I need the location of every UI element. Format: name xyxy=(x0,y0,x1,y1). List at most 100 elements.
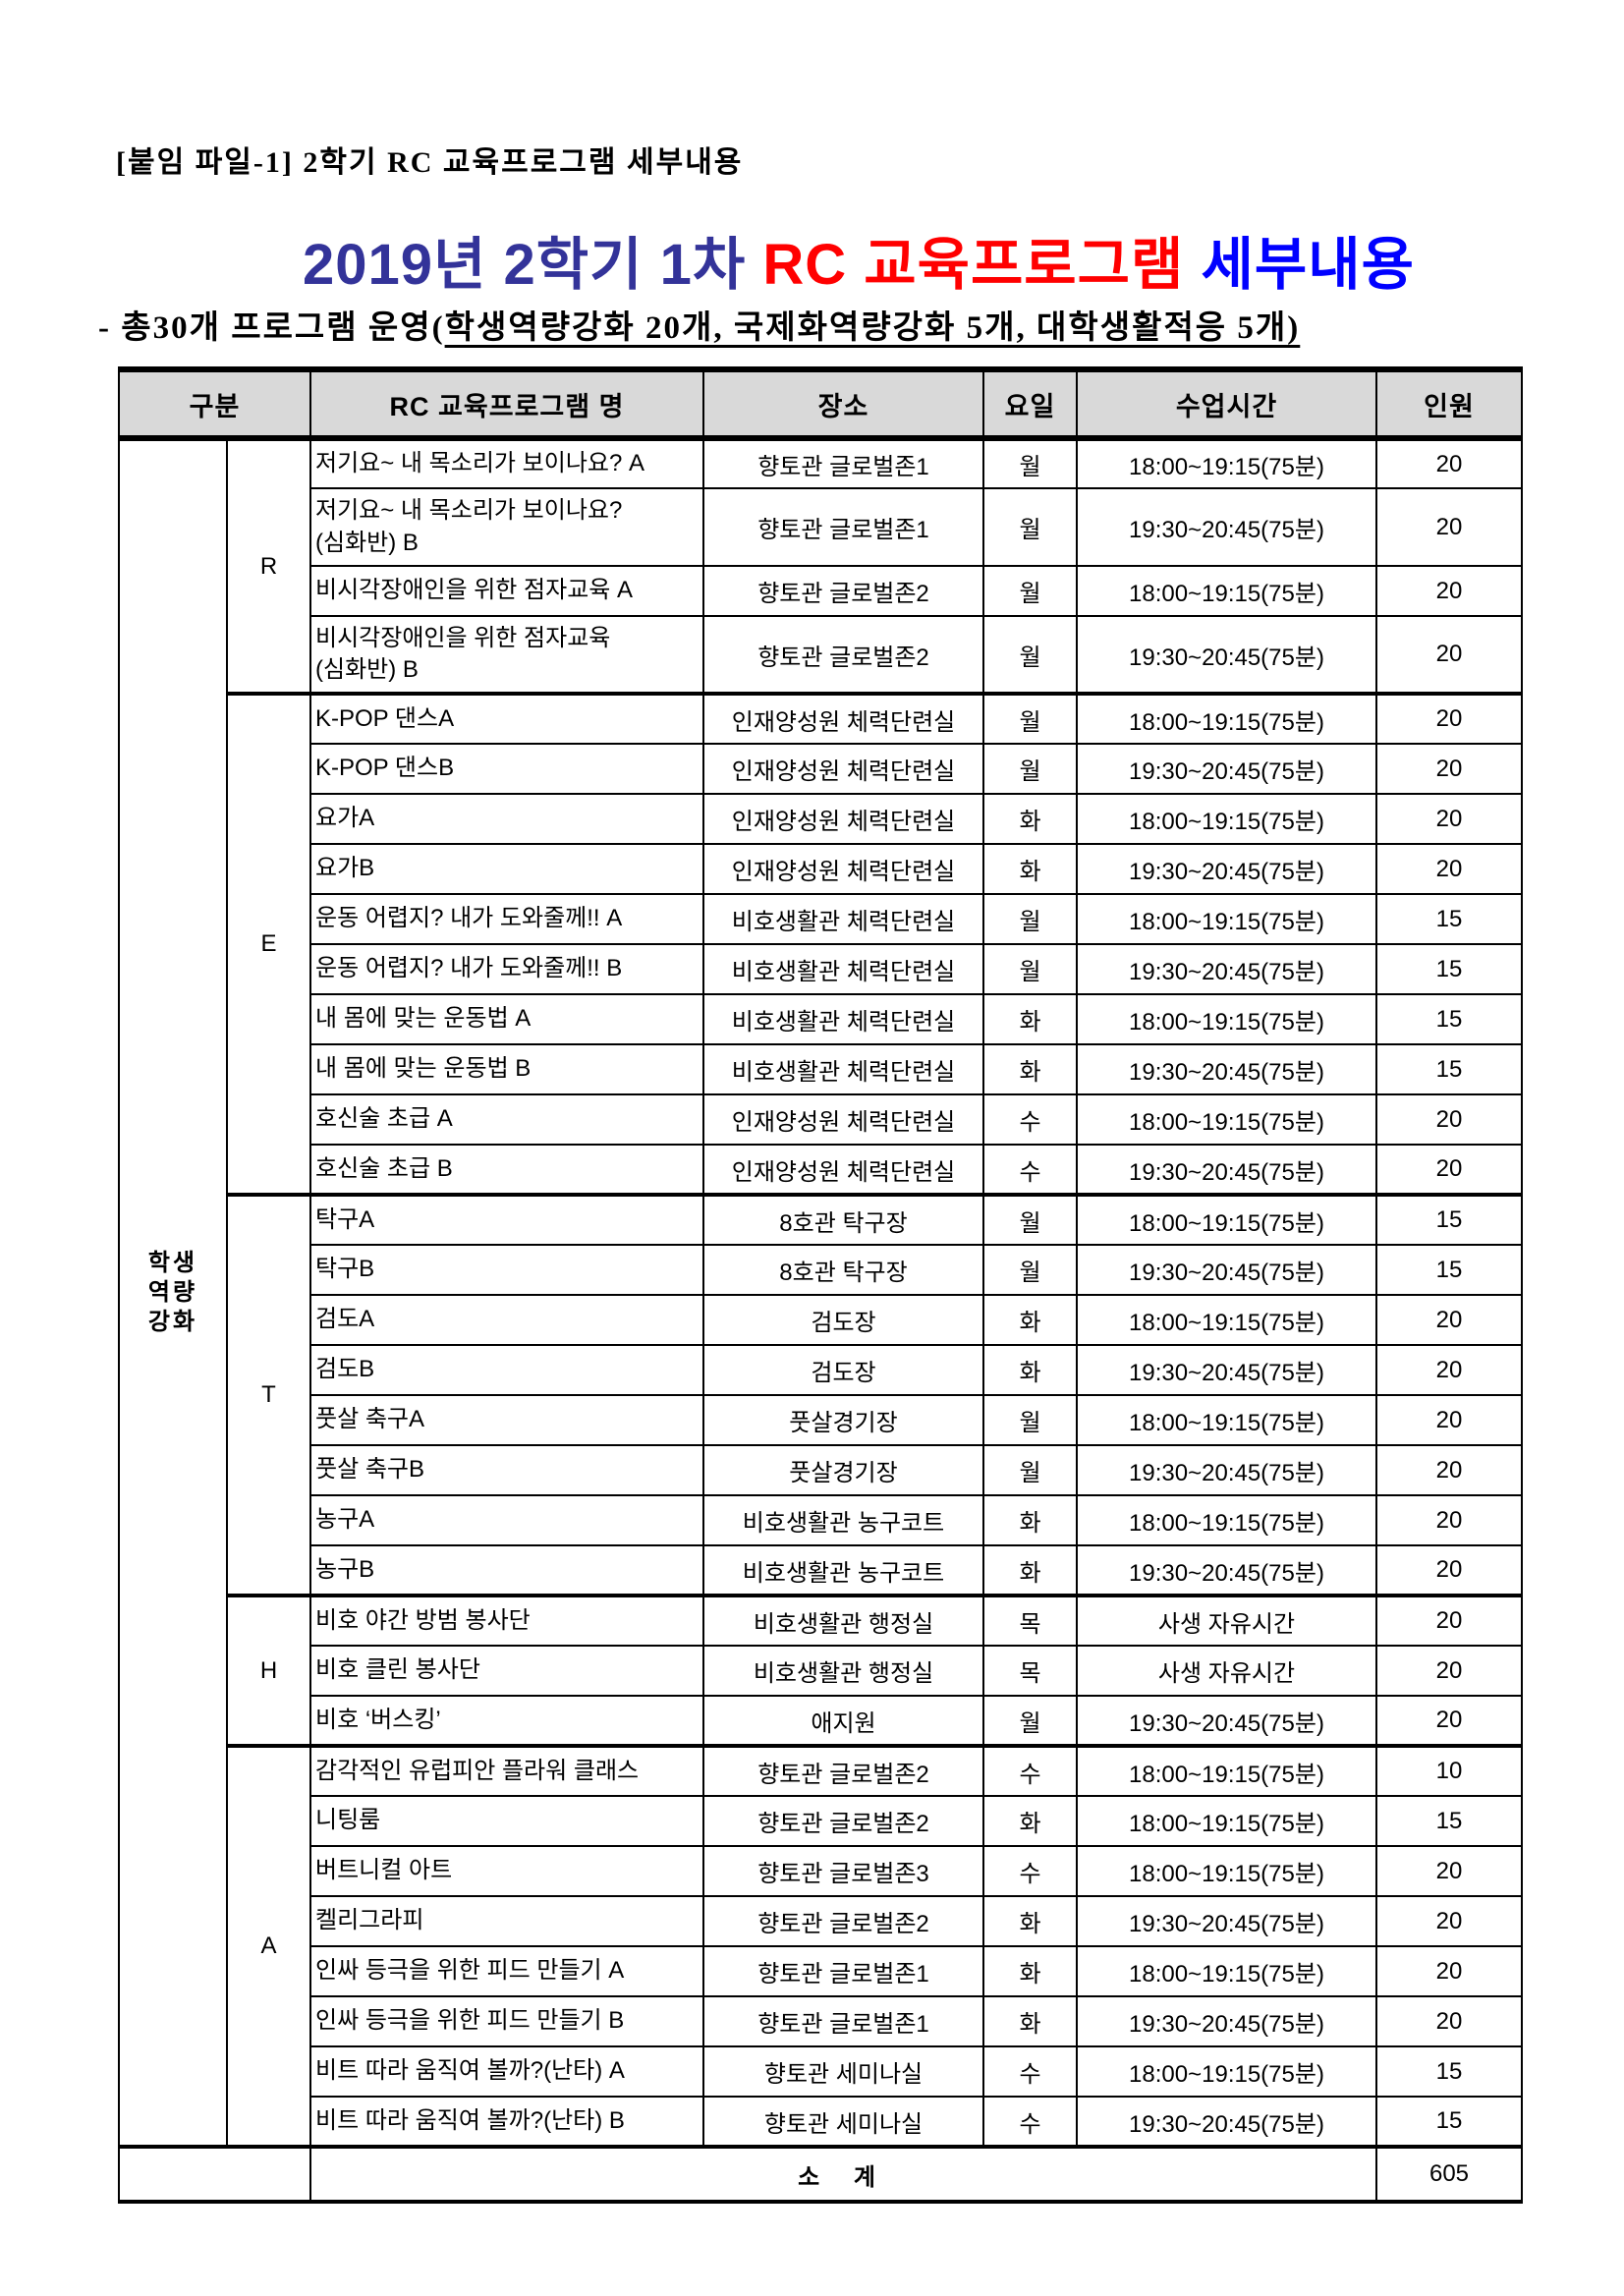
subtitle-underlined: 학생역량강화 20개, 국제화역량강화 5개, 대학생활적응 5개) xyxy=(444,310,1301,346)
cell-capacity: 15 xyxy=(1375,1193,1523,1246)
cell-place: 비호생활관 농구코트 xyxy=(702,1544,984,1596)
cell-day: 목 xyxy=(982,1594,1078,1647)
cell-capacity: 20 xyxy=(1375,437,1523,489)
cell-day: 월 xyxy=(982,893,1078,945)
program-row: H 비호 야간 방범 봉사단 비호생활관 행정실 목 사생 자유시간 20 xyxy=(119,1594,1523,1747)
cell-name: 니팅룸 xyxy=(309,1795,704,1847)
cell-capacity: 20 xyxy=(1375,1394,1523,1446)
cell-place: 인재양성원 체력단련실 xyxy=(702,1144,984,1196)
cell-place: 향토관 글로벌존2 xyxy=(702,615,984,695)
program-row: A 감각적인 유럽피안 플라워 클래스 향토관 글로벌존2 수 18:00~19:15(… xyxy=(119,1744,1523,2148)
cell-place: 향토관 글로벌존2 xyxy=(702,1744,984,1797)
cell-time: 19:30~20:45(75분) xyxy=(1076,1043,1377,1095)
cell-capacity: 15 xyxy=(1375,1244,1523,1296)
subtotal-row: 소 계 605 xyxy=(118,2145,1523,2204)
cell-day: 월 xyxy=(982,565,1078,617)
program-row: 인싸 등극을 위한 피드 만들기 B 향토관 글로벌존1 화 19:30~20:45(… xyxy=(119,1995,1523,2047)
cell-place: 향토관 글로벌존1 xyxy=(702,1945,984,1997)
cell-name: 농구B xyxy=(309,1544,704,1596)
cell-time: 18:00~19:15(75분) xyxy=(1076,2045,1377,2098)
cell-name: 감각적인 유럽피안 플라워 클래스 xyxy=(309,1744,704,1797)
program-row: 비시각장애인을 위한 점자교육 (심화반) B 향토관 글로벌존2 월 19:30~2… xyxy=(119,615,1523,695)
cell-time: 18:00~19:15(75분) xyxy=(1076,993,1377,1045)
subtitle: - 총30개 프로그램 운영(학생역량강화 20개, 국제화역량강화 5개, 대… xyxy=(98,301,1300,348)
cell-capacity: 15 xyxy=(1375,1043,1523,1095)
header-cell-category: 구분 xyxy=(118,366,311,441)
cell-place: 검도장 xyxy=(702,1344,984,1396)
section-letter-A: A xyxy=(226,1744,311,2148)
cell-capacity: 20 xyxy=(1375,1544,1523,1596)
cell-capacity: 20 xyxy=(1375,692,1523,745)
cell-place: 비호생활관 농구코트 xyxy=(702,1494,984,1546)
cell-name: 비호 클린 봉사단 xyxy=(309,1645,704,1697)
cell-place: 향토관 세미나실 xyxy=(702,2045,984,2098)
cell-time: 18:00~19:15(75분) xyxy=(1076,565,1377,617)
program-row: T 탁구A 8호관 탁구장 월 18:00~19:15(75분) 15 xyxy=(119,1193,1523,1596)
program-row: 농구B 비호생활관 농구코트 화 19:30~20:45(75분) 20 xyxy=(119,1544,1523,1596)
cell-name: 인싸 등극을 위한 피드 만들기 B xyxy=(309,1995,704,2047)
section-letter-R: R xyxy=(226,437,311,695)
section-letter-T: T xyxy=(226,1193,311,1596)
program-row: 호신술 초급 B 인재양성원 체력단련실 수 19:30~20:45(75분) 20 xyxy=(119,1144,1523,1196)
cell-time: 19:30~20:45(75분) xyxy=(1076,615,1377,695)
program-row: 저기요~ 내 목소리가 보이나요? (심화반) B 향토관 글로벌존1 월 19:30… xyxy=(119,487,1523,567)
subtotal-label: 소 계 xyxy=(309,2145,1377,2204)
cell-place: 비호생활관 행정실 xyxy=(702,1594,984,1647)
cell-name: 호신술 초급 A xyxy=(309,1093,704,1146)
cell-place: 향토관 글로벌존1 xyxy=(702,487,984,567)
cell-name: 요가A xyxy=(309,793,704,845)
program-row: 인싸 등극을 위한 피드 만들기 A 향토관 글로벌존1 화 18:00~19:15(… xyxy=(119,1945,1523,1997)
subtotal-value: 605 xyxy=(1375,2145,1523,2204)
cell-time: 19:30~20:45(75분) xyxy=(1076,1544,1377,1596)
program-row: E K-POP 댄스A 인재양성원 체력단련실 월 18:00~19:15(75분) 20 xyxy=(119,692,1523,1196)
program-row: 운동 어렵지? 내가 도와줄께!! B 비호생활관 체력단련실 월 19:30~20:… xyxy=(119,943,1523,995)
cell-name: 운동 어렵지? 내가 도와줄께!! B xyxy=(309,943,704,995)
cell-time: 18:00~19:15(75분) xyxy=(1076,1945,1377,1997)
program-row: 비트 따라 움직여 볼까?(난타) B 향토관 세미나실 수 19:30~20:45(… xyxy=(119,2096,1523,2148)
cell-time: 사생 자유시간 xyxy=(1076,1594,1377,1647)
cell-day: 화 xyxy=(982,1945,1078,1997)
cell-capacity: 20 xyxy=(1375,1645,1523,1697)
header-cell-day: 요일 xyxy=(982,366,1078,441)
cell-name: 검도A xyxy=(309,1294,704,1346)
cell-day: 수 xyxy=(982,1744,1078,1797)
cell-day: 화 xyxy=(982,1043,1078,1095)
cell-name: 풋살 축구B xyxy=(309,1444,704,1496)
cell-place: 향토관 글로벌존1 xyxy=(702,1995,984,2047)
program-row: 비시각장애인을 위한 점자교육 A 향토관 글로벌존2 월 18:00~19:15(7… xyxy=(119,565,1523,617)
cell-place: 비호생활관 체력단련실 xyxy=(702,943,984,995)
cell-capacity: 20 xyxy=(1375,1845,1523,1897)
cell-day: 화 xyxy=(982,843,1078,895)
cell-day: 월 xyxy=(982,487,1078,567)
cell-place: 인재양성원 체력단련실 xyxy=(702,843,984,895)
cell-name: 버트니컬 아트 xyxy=(309,1845,704,1897)
cell-time: 18:00~19:15(75분) xyxy=(1076,1093,1377,1146)
cell-day: 월 xyxy=(982,1695,1078,1747)
cell-day: 월 xyxy=(982,1193,1078,1246)
program-row: 켈리그라피 향토관 글로벌존2 화 19:30~20:45(75분) 20 xyxy=(119,1895,1523,1947)
cell-day: 화 xyxy=(982,1895,1078,1947)
cell-name: 인싸 등극을 위한 피드 만들기 A xyxy=(309,1945,704,1997)
program-row: 비트 따라 움직여 볼까?(난타) A 향토관 세미나실 수 18:00~19:15(… xyxy=(119,2045,1523,2098)
cell-capacity: 20 xyxy=(1375,1294,1523,1346)
cell-name: 검도B xyxy=(309,1344,704,1396)
program-row: 니팅룸 향토관 글로벌존2 화 18:00~19:15(75분) 15 xyxy=(119,1795,1523,1847)
cell-capacity: 15 xyxy=(1375,1795,1523,1847)
cell-name: 풋살 축구A xyxy=(309,1394,704,1446)
cell-day: 수 xyxy=(982,2096,1078,2148)
cell-day: 월 xyxy=(982,615,1078,695)
title-program: RC 교육프로그램 xyxy=(762,233,1202,297)
cell-day: 화 xyxy=(982,1494,1078,1546)
cell-place: 풋살경기장 xyxy=(702,1394,984,1446)
program-row: 검도A 검도장 화 18:00~19:15(75분) 20 xyxy=(119,1294,1523,1346)
cell-name: 탁구A xyxy=(309,1193,704,1246)
cell-place: 8호관 탁구장 xyxy=(702,1193,984,1246)
cell-time: 사생 자유시간 xyxy=(1076,1645,1377,1697)
cell-day: 목 xyxy=(982,1645,1078,1697)
cell-place: 검도장 xyxy=(702,1294,984,1346)
program-row: 탁구B 8호관 탁구장 월 19:30~20:45(75분) 15 xyxy=(119,1244,1523,1296)
subtotal-empty-cell xyxy=(118,2145,311,2204)
cell-place: 비호생활관 체력단련실 xyxy=(702,993,984,1045)
cell-time: 19:30~20:45(75분) xyxy=(1076,1144,1377,1196)
cell-time: 19:30~20:45(75분) xyxy=(1076,1695,1377,1747)
